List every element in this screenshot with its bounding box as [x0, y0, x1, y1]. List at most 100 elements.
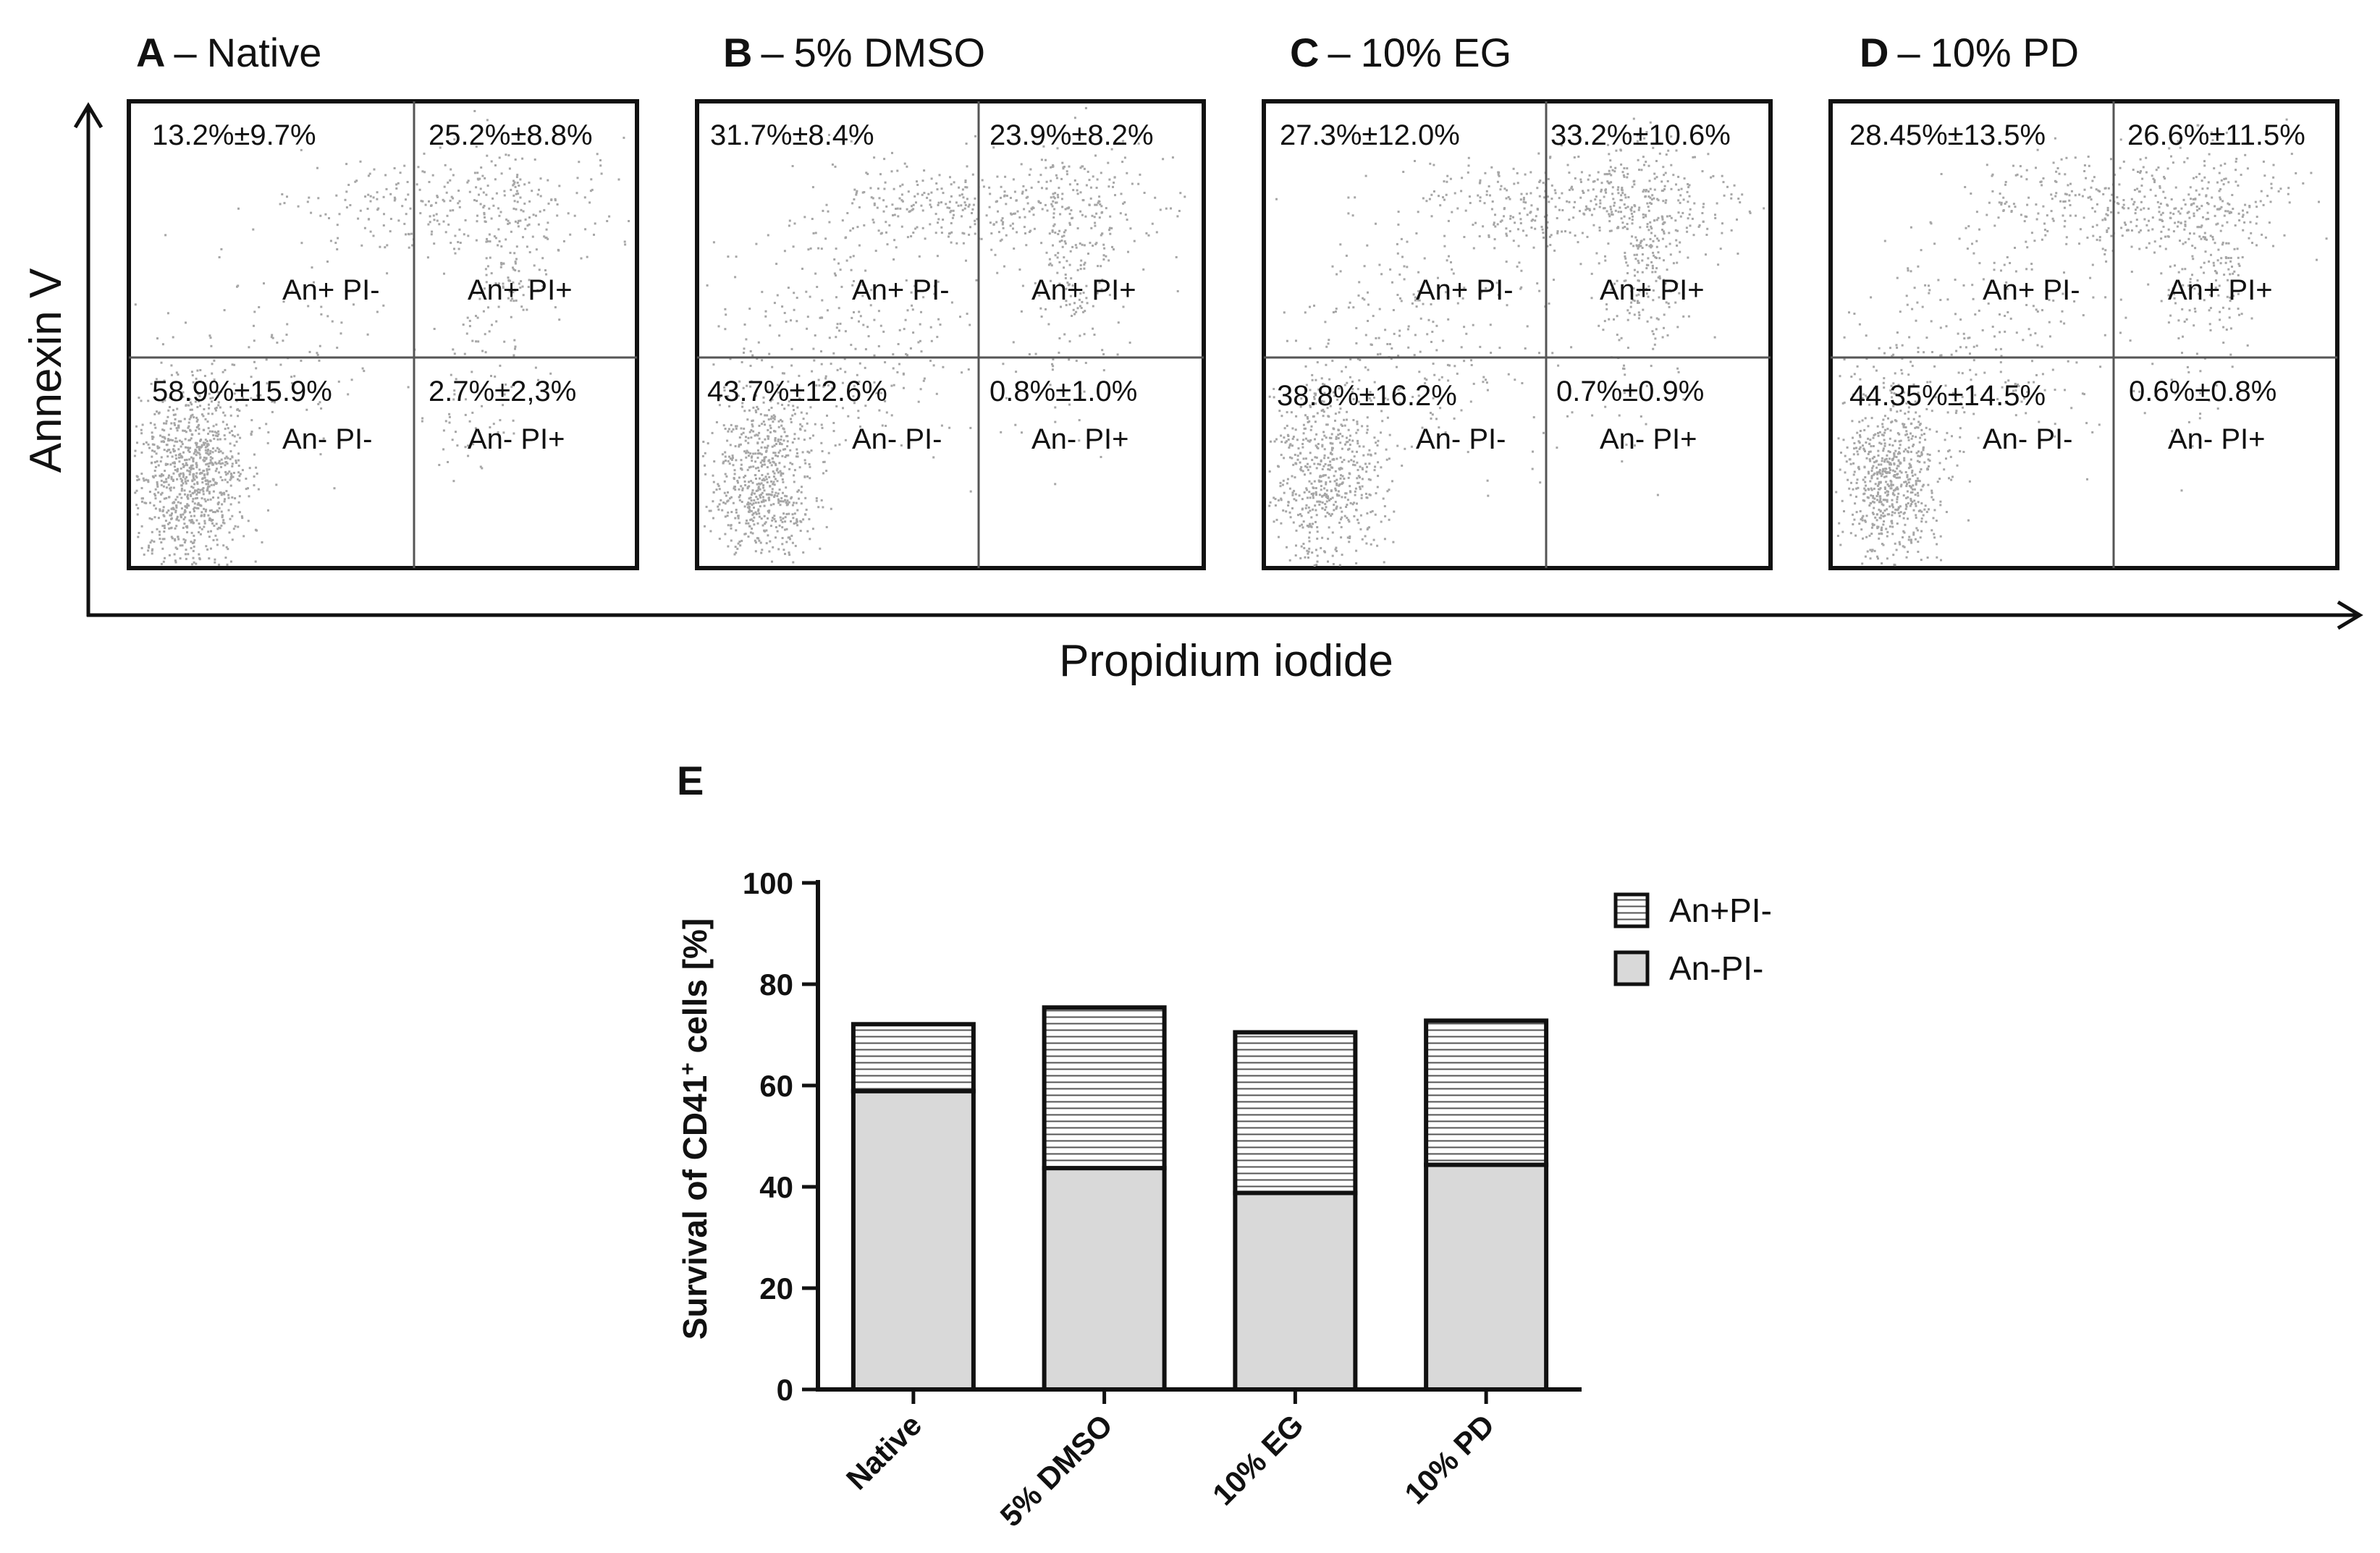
flow-event-dot [190, 515, 193, 517]
flow-event-dot [722, 453, 724, 455]
flow-event-dot [1930, 496, 1933, 499]
flow-event-dot [1676, 230, 1679, 232]
flow-event-dot [804, 459, 806, 461]
flow-event-dot [1303, 432, 1305, 434]
flow-event-dot [239, 437, 241, 439]
quadrant-label-lower-right: An- PI+ [468, 423, 565, 455]
flow-event-dot [1335, 308, 1338, 310]
flow-event-dot [1341, 526, 1343, 528]
flow-event-dot [1632, 222, 1634, 224]
flow-event-dot [1469, 202, 1472, 204]
flow-event-dot [1280, 454, 1283, 456]
flow-event-dot [1396, 445, 1398, 447]
flow-event-dot [1329, 460, 1331, 462]
flow-event-dot [1289, 457, 1291, 459]
flow-event-dot [1384, 329, 1386, 331]
flow-event-dot [330, 240, 332, 242]
flow-event-dot [1414, 354, 1416, 356]
flow-event-dot [707, 442, 709, 444]
flow-event-dot [1139, 174, 1141, 176]
flow-event-dot [470, 371, 473, 373]
flow-event-dot [734, 486, 736, 488]
flow-event-dot [1870, 533, 1873, 535]
flow-event-dot [727, 491, 729, 494]
flow-event-dot [1289, 512, 1291, 514]
flow-event-dot [1875, 483, 1877, 485]
flow-event-dot [1077, 307, 1079, 309]
flow-event-dot [1509, 218, 1511, 220]
flow-event-dot [394, 167, 396, 169]
flow-event-dot [961, 371, 963, 373]
flow-event-dot [163, 506, 165, 508]
flow-event-dot [1908, 538, 1910, 541]
flow-event-dot [1538, 290, 1540, 292]
flow-event-dot [1017, 211, 1019, 213]
flow-event-dot [827, 309, 829, 311]
flow-event-dot [764, 439, 766, 441]
flow-event-dot [1847, 479, 1849, 481]
flow-event-dot [503, 341, 505, 343]
flow-event-dot [853, 189, 856, 191]
flow-event-dot [1273, 396, 1275, 398]
flow-event-dot [1873, 445, 1875, 447]
flow-event-dot [166, 455, 169, 457]
flow-event-dot [1920, 559, 1923, 561]
flow-event-dot [229, 443, 232, 445]
flow-event-dot [1611, 211, 1613, 213]
flow-event-dot [1862, 538, 1864, 540]
flow-event-dot [886, 412, 888, 414]
flow-event-dot [1634, 254, 1636, 256]
flow-event-dot [1289, 488, 1291, 490]
flow-event-dot [1739, 201, 1741, 203]
flow-event-dot [1512, 216, 1514, 219]
flow-event-dot [1857, 453, 1859, 455]
flow-event-dot [1734, 185, 1736, 187]
flow-event-dot [981, 238, 983, 240]
flow-event-dot [804, 497, 806, 499]
flow-event-dot [1571, 411, 1574, 413]
flow-event-dot [1885, 481, 1887, 483]
flow-event-dot [148, 447, 151, 449]
flow-event-dot [722, 502, 725, 504]
flow-event-dot [212, 478, 214, 481]
flow-event-dot [143, 480, 145, 482]
flow-event-dot [812, 528, 814, 530]
flow-event-dot [528, 200, 531, 203]
flow-event-dot [1374, 466, 1376, 468]
flow-event-dot [456, 444, 458, 447]
flow-event-dot [166, 486, 168, 488]
flow-event-dot [793, 409, 795, 411]
flow-event-dot [173, 487, 175, 489]
flow-event-dot [815, 232, 817, 234]
flow-event-dot [1662, 238, 1664, 240]
flow-event-dot [416, 183, 418, 185]
flow-event-dot [1303, 424, 1305, 426]
flow-event-dot [908, 190, 910, 192]
flow-event-dot [177, 502, 180, 504]
flow-event-dot [1672, 174, 1674, 176]
flow-event-dot [212, 434, 214, 436]
flow-event-dot [340, 332, 342, 334]
flow-event-dot [467, 317, 469, 319]
flow-event-dot [824, 237, 827, 240]
flow-event-dot [1113, 182, 1115, 184]
flow-event-dot [230, 561, 232, 563]
flow-event-dot [1470, 401, 1472, 403]
flow-event-dot [205, 449, 207, 452]
flow-event-dot [1894, 450, 1896, 452]
flow-event-dot [198, 428, 201, 430]
flow-event-dot [961, 215, 963, 217]
flow-event-dot [1639, 227, 1641, 229]
flow-event-dot [1662, 200, 1664, 202]
flow-event-dot [777, 440, 780, 442]
flow-event-dot [1897, 493, 1899, 495]
flow-event-dot [1663, 327, 1665, 329]
flow-event-dot [1591, 273, 1593, 275]
flow-event-dot [1110, 227, 1113, 229]
flow-event-dot [148, 546, 150, 549]
flow-event-dot [968, 368, 970, 371]
flow-event-dot [217, 496, 219, 499]
flow-event-dot [1684, 177, 1686, 179]
quadrant-pct-lower-right: 0.7%±0.9% [1556, 376, 1704, 407]
flow-event-dot [916, 180, 918, 182]
